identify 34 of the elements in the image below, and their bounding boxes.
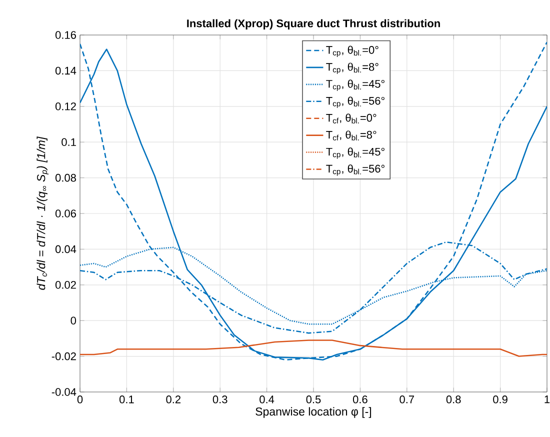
legend-label: T$_{cp}$, θ$_{bl.}$=45° xyxy=(326,80,384,91)
y-tick-label: 0 xyxy=(70,316,76,324)
x-tick-label: 0.7 xyxy=(400,396,414,404)
y-tick-label: 0.02 xyxy=(55,281,76,289)
y-tick-label: 0.16 xyxy=(55,31,76,39)
y-tick-label: -0.04 xyxy=(52,388,76,396)
legend-label: T$_{cf}$, θ$_{bl.}$=0° xyxy=(326,114,376,124)
x-tick-label: 0.8 xyxy=(446,396,461,404)
y-axis-title: dT$_{c}$/dl = dT/dl · 1/(q$_{∞}$ S$_{p}$) [1/m] xyxy=(36,136,49,290)
y-tick-label: 0.04 xyxy=(55,245,76,254)
y-tick-label: 0.14 xyxy=(55,66,76,75)
x-tick-label: 0.1 xyxy=(119,396,134,404)
legend-label: T$_{cp}$, θ$_{bl.}$=56° xyxy=(326,164,384,176)
x-tick-label: 0.4 xyxy=(260,396,274,404)
legend-label: T$_{cp}$, θ$_{bl.}$=56° xyxy=(326,96,384,108)
y-tick-label: 0.08 xyxy=(55,174,76,182)
chart-title: Installed (Xprop) Square duct Thrust distribution xyxy=(187,19,440,30)
y-tick-label: 0.06 xyxy=(55,210,76,218)
x-tick-label: 0 xyxy=(77,396,83,404)
x-tick-label: 0.2 xyxy=(166,396,180,404)
legend-label: T$_{cf}$, θ$_{bl.}$=8° xyxy=(326,130,376,140)
x-axis-title: Spanwise location φ [-] xyxy=(256,407,372,418)
x-tick-label: 0.6 xyxy=(352,396,368,404)
line-series xyxy=(80,340,547,357)
y-tick-label: 0.1 xyxy=(62,138,76,146)
y-tick-label: 0.12 xyxy=(55,102,76,110)
x-tick-label: 1 xyxy=(544,396,550,404)
legend-label: T$_{cp}$, θ$_{bl.}$=0° xyxy=(326,46,378,57)
legend-label: T$_{cp}$, θ$_{bl.}$=45° xyxy=(326,148,384,159)
x-tick-label: 0.9 xyxy=(493,396,508,404)
x-tick-label: 0.5 xyxy=(306,396,321,404)
x-tick-label: 0.3 xyxy=(212,396,228,404)
legend-label: T$_{cp}$, θ$_{bl.}$=8° xyxy=(326,62,378,74)
y-tick-label: -0.02 xyxy=(52,352,76,360)
